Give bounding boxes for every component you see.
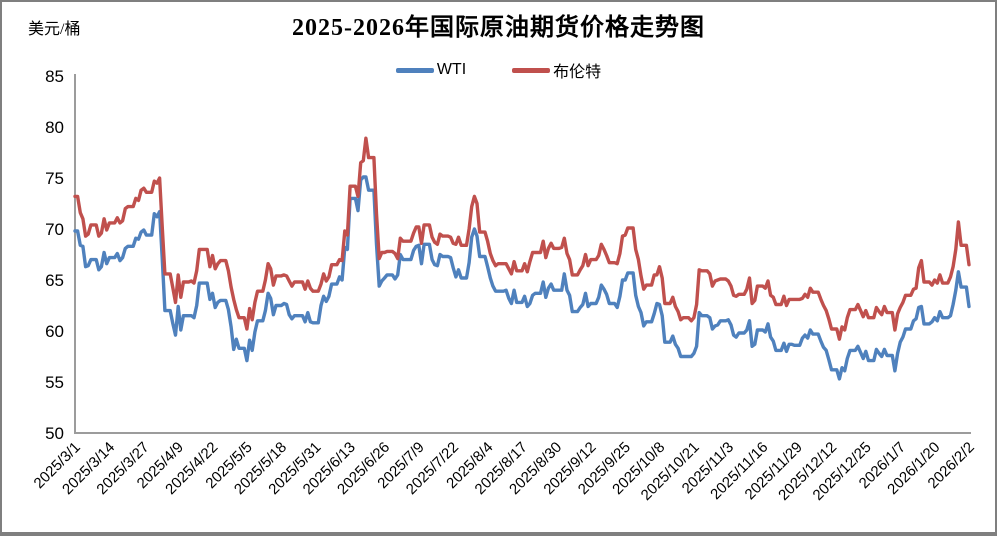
chart-title: 2025-2026年国际原油期货价格走势图 [292, 15, 705, 41]
y-tick-label: 55 [45, 373, 64, 392]
y-tick-label: 65 [45, 271, 64, 290]
y-tick-label: 80 [45, 118, 64, 137]
legend-label-brent: 布伦特 [553, 64, 602, 81]
legend-item-wti: WTI [395, 61, 467, 79]
y-tick-label: 60 [45, 322, 64, 341]
brent-line-swatch-icon [512, 67, 551, 73]
y-tick-label: 70 [45, 220, 64, 239]
legend-label-wti: WTI [436, 61, 467, 78]
y-tick-label: 50 [45, 424, 64, 443]
y-axis-unit-label: 美元/桶 [28, 21, 81, 38]
y-tick-label: 85 [45, 67, 64, 86]
wti-line [73, 175, 971, 381]
y-tick-label: 75 [45, 169, 64, 188]
chart-legend: WTI 布伦特 [2, 58, 995, 82]
wti-line-swatch-icon [395, 67, 434, 73]
legend-item-brent: 布伦特 [512, 58, 601, 82]
brent-line [73, 136, 971, 341]
